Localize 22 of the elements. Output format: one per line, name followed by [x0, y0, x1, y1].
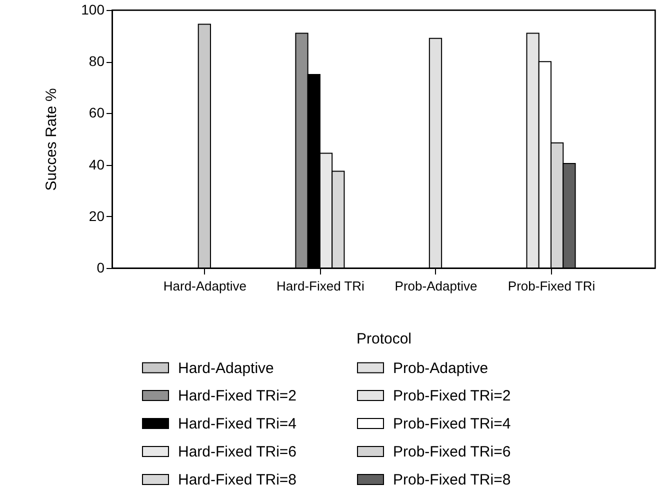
legend-label: Prob-Fixed TRi=6	[393, 444, 511, 460]
legend-label: Hard-Fixed TRi=4	[178, 416, 297, 432]
y-axis-title: Succes Rate %	[43, 88, 60, 191]
y-tick-label: 60	[88, 104, 105, 121]
y-tick-label: 40	[88, 156, 105, 172]
y-tick-label: 80	[88, 53, 105, 70]
legend-label: Prob-Fixed TRi=2	[393, 388, 511, 404]
x-tick-label: Prob-Adaptive	[394, 278, 478, 294]
legend-label: Hard-Adaptive	[178, 360, 274, 377]
y-tick-label: 0	[96, 260, 105, 276]
x-tick-label: Hard-Fixed TRi	[276, 278, 365, 294]
legend-label: Hard-Fixed TRi=6	[178, 444, 297, 460]
legend-label: Prob-Fixed TRi=8	[393, 472, 511, 488]
x-axis-title: Protocol	[356, 330, 412, 348]
x-tick-label: Prob-Fixed TRi	[508, 278, 596, 294]
legend-label: Prob-Fixed TRi=4	[393, 416, 511, 432]
x-tick-label: Hard-Adaptive	[163, 278, 246, 294]
legend-label: Hard-Fixed TRi=8	[178, 472, 297, 488]
legend-label: Hard-Fixed TRi=2	[178, 388, 297, 404]
y-tick-label: 100	[81, 2, 105, 18]
legend-label: Prob-Adaptive	[393, 360, 488, 377]
y-tick-label: 20	[88, 208, 105, 224]
